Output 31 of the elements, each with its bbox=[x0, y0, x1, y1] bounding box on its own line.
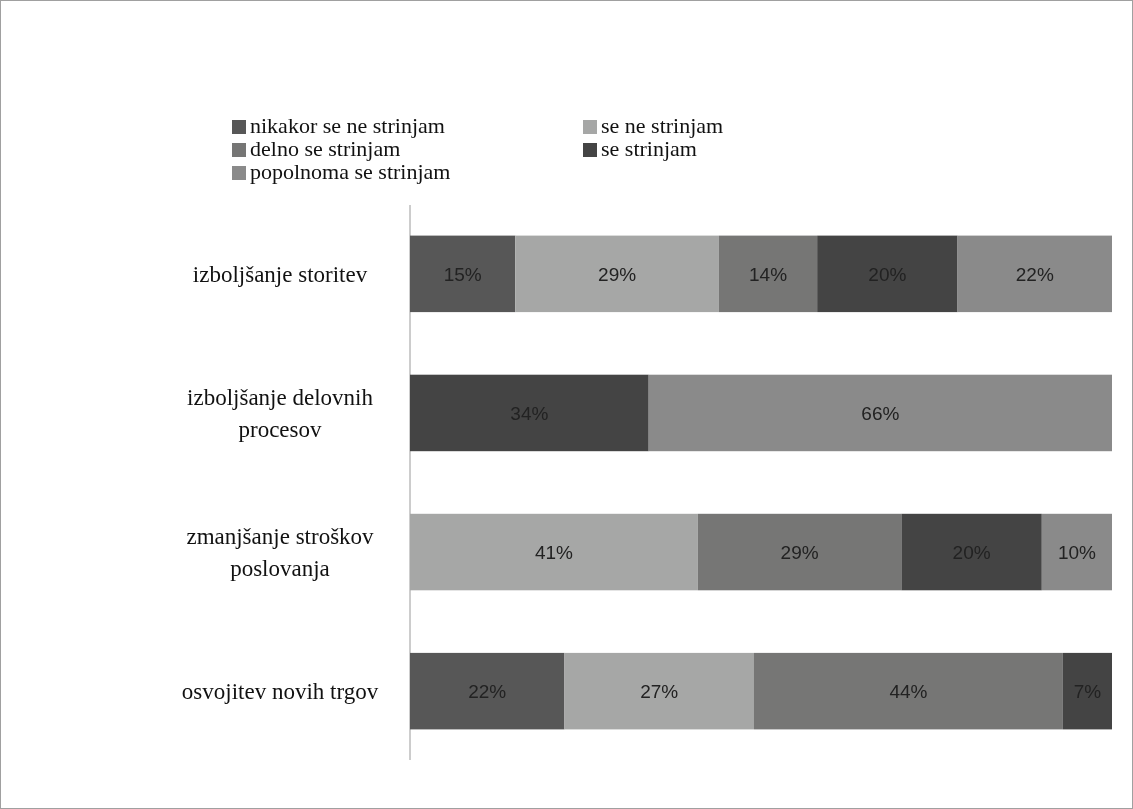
bar bbox=[648, 374, 1112, 452]
bar bbox=[410, 652, 565, 730]
bar bbox=[410, 513, 698, 591]
y-tick-label: zmanjšanje stroškov poslovanja bbox=[186, 524, 375, 582]
y-tick-label: osvojitev novih trgov bbox=[181, 679, 379, 705]
bar bbox=[817, 235, 958, 313]
bar bbox=[697, 513, 902, 591]
data-label: 44% bbox=[889, 681, 928, 703]
bar bbox=[901, 513, 1042, 591]
data-label: 10% bbox=[1057, 542, 1097, 564]
data-label: 41% bbox=[534, 542, 574, 564]
bar bbox=[1041, 513, 1112, 591]
data-label: 66% bbox=[861, 402, 900, 424]
bar bbox=[957, 235, 1112, 313]
bar bbox=[410, 374, 649, 452]
y-tick-label: izboljšanje storitev bbox=[192, 261, 368, 287]
bar bbox=[753, 652, 1063, 730]
data-label: 29% bbox=[598, 263, 637, 285]
data-label: 14% bbox=[749, 263, 788, 285]
bar bbox=[410, 235, 516, 313]
data-label: 29% bbox=[780, 542, 819, 564]
bar bbox=[718, 235, 818, 313]
legend-label: se ne strinjam bbox=[601, 113, 724, 138]
legend-label: nikakor se ne strinjam bbox=[250, 113, 445, 138]
bar bbox=[564, 652, 754, 730]
y-tick-label: izboljšanje delovnih procesov bbox=[187, 384, 374, 442]
bar bbox=[515, 235, 719, 313]
legend-label: delno se strinjam bbox=[250, 136, 401, 161]
data-label: 27% bbox=[640, 681, 679, 703]
data-label: 22% bbox=[1015, 263, 1054, 285]
bar bbox=[1062, 652, 1112, 730]
